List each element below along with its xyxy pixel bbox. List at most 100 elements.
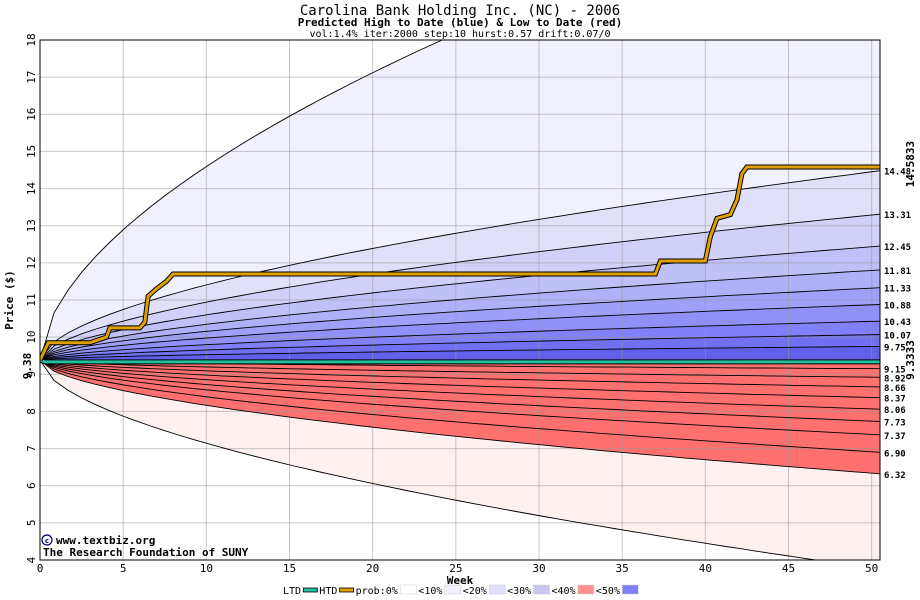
series-layer <box>40 164 880 365</box>
high-band-value-label: 14.48 <box>884 168 911 178</box>
low-band-line <box>40 359 880 436</box>
high-band-area <box>40 346 880 361</box>
x-tick-label: 20 <box>366 562 379 575</box>
y-tick-label: 10 <box>25 331 38 344</box>
y-tick-label: 7 <box>25 445 38 452</box>
y-tick-label: 14 <box>25 182 38 196</box>
x-tick-label: 40 <box>699 562 712 575</box>
x-tick-label: 25 <box>449 562 462 575</box>
low-band-line <box>40 359 880 378</box>
htd-final-label: 14.5833 <box>904 141 917 187</box>
legend-label: <10% <box>418 586 442 597</box>
x-tick-label: 50 <box>865 562 878 575</box>
legend-swatch <box>339 587 355 593</box>
y-tick-label: 8 <box>25 408 38 415</box>
high-band-value-label: 11.81 <box>884 267 911 277</box>
high-band-value-label: 12.45 <box>884 243 911 253</box>
high-band-value-label: 13.31 <box>884 211 911 221</box>
x-tick-label: 0 <box>37 562 44 575</box>
y-tick-label: 15 <box>25 145 38 158</box>
high-band-value-label: 11.33 <box>884 285 911 295</box>
x-tick-label: 30 <box>532 562 545 575</box>
high-band-value-label: 10.88 <box>884 301 911 311</box>
low-band-line <box>40 359 880 475</box>
low-band-value-label: 8.66 <box>884 384 906 394</box>
low-band-line <box>40 359 880 388</box>
low-band-line <box>40 359 880 422</box>
watermark: c www.textbiz.org The Research Foundatio… <box>41 534 249 559</box>
plot-frame <box>39 39 881 561</box>
y-tick-label: 5 <box>25 520 38 527</box>
low-band-value-label: 9.15 <box>884 366 906 376</box>
y-tick-label: 9 <box>25 371 38 378</box>
right-value-labels: 14.48 13.31 12.45 11.81 11.33 10.88 10.43 10.07… <box>884 168 911 481</box>
low-band-value-label: 8.37 <box>884 395 906 405</box>
low-band-line <box>40 359 880 399</box>
legend-label: LTD <box>283 586 301 597</box>
x-tick-label: 10 <box>200 562 213 575</box>
x-tick-label: 45 <box>782 562 795 575</box>
htd-series-line <box>40 165 880 361</box>
low-band-area <box>40 360 880 474</box>
high-band-value-label: 9.75 <box>884 343 906 353</box>
y-tick-label: 11 <box>25 293 38 306</box>
high-band-line <box>40 334 880 361</box>
chart-title: Carolina Bank Holding Inc. (NC) - 2006 <box>300 3 620 19</box>
copyright-glyph: c <box>45 537 49 545</box>
watermark-line-1: www.textbiz.org <box>56 534 155 547</box>
y-tick-label: 17 <box>25 71 38 84</box>
low-band-value-label: 6.90 <box>884 449 906 459</box>
ltd-final-label: 9.3333 <box>904 340 917 380</box>
legend-label: <40% <box>552 586 576 597</box>
high-band-line <box>40 304 880 361</box>
legend-label: <50% <box>596 586 620 597</box>
x-tick-label: 35 <box>616 562 629 575</box>
legend-swatch <box>302 587 318 593</box>
y-axis-label: Price ($) <box>3 270 16 330</box>
probability-bands <box>40 40 880 560</box>
high-band-line <box>40 40 444 361</box>
high-band-line <box>40 345 880 361</box>
watermark-line-2: The Research Foundation of SUNY <box>43 546 249 559</box>
legend-swatch <box>400 584 417 595</box>
legend: LTD HTD prob:0% <10% <20% <30% <40% <50% <box>283 584 639 597</box>
legend-label: <20% <box>463 586 487 597</box>
y-tick-label: 16 <box>25 108 38 121</box>
x-axis-label: Week <box>447 574 474 587</box>
legend-swatch <box>488 584 506 595</box>
legend-label: <30% <box>507 586 531 597</box>
legend-label: HTD <box>319 586 337 597</box>
low-band-value-label: 8.92 <box>884 374 906 384</box>
legend-swatch <box>577 584 595 595</box>
chart-subtitle: Predicted High to Date (blue) & Low to D… <box>298 16 623 29</box>
high-band-line <box>40 320 880 361</box>
low-band-value-label: 6.32 <box>884 471 906 481</box>
high-band-line <box>40 245 880 361</box>
x-tick-label: 15 <box>283 562 296 575</box>
chart-params: vol:1.4% iter:2000 step:10 hurst:0.57 dr… <box>309 29 610 40</box>
high-band-line <box>40 287 880 361</box>
axes: 0 5 10 15 20 25 30 35 40 45 5045678910111213141516… <box>25 33 878 575</box>
low-band-value-label: 8.06 <box>884 406 906 416</box>
y-tick-label: 13 <box>25 219 38 232</box>
y-tick-label: 4 <box>25 556 38 563</box>
start-price-label: 9.38 <box>21 353 34 380</box>
high-band-value-label: 10.07 <box>884 332 911 342</box>
y-tick-label: 18 <box>25 33 38 46</box>
low-band-value-label: 7.73 <box>884 418 906 428</box>
high-band-line <box>40 269 880 361</box>
legend-swatch <box>533 584 550 595</box>
low-band-line <box>40 359 880 453</box>
low-band-line <box>40 359 819 560</box>
y-tick-label: 6 <box>25 482 38 489</box>
high-band-value-label: 10.43 <box>884 318 911 328</box>
ltd-series-line <box>40 358 880 364</box>
high-band-line <box>40 213 880 361</box>
x-tick-label: 5 <box>120 562 127 575</box>
legend-swatch <box>444 584 461 595</box>
legend-label: prob:0% <box>356 586 398 597</box>
copyright-icon <box>41 534 53 546</box>
low-band-line <box>40 359 880 410</box>
y-tick-label: 12 <box>25 256 38 269</box>
